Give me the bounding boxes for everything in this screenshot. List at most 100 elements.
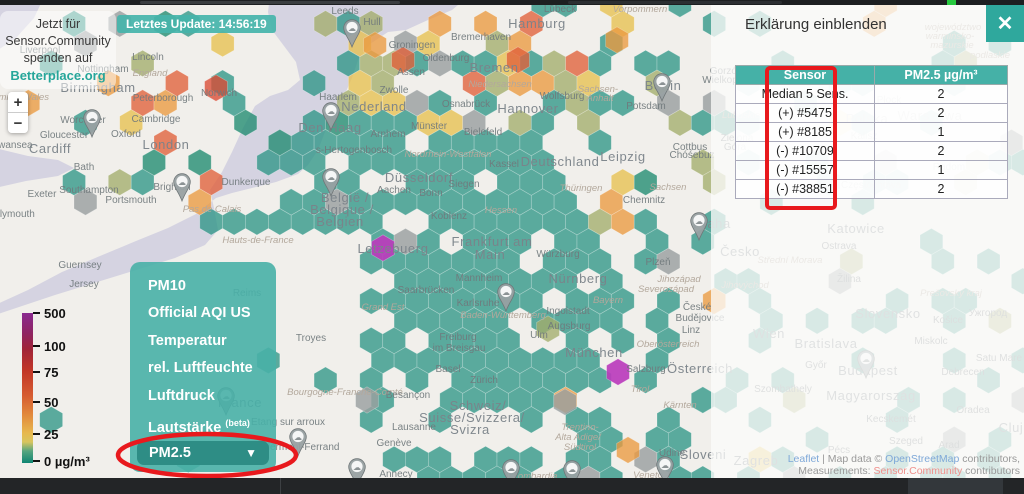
hex-cell[interactable]: [391, 46, 415, 74]
top-bar-segment: [140, 1, 400, 4]
hex-cell[interactable]: [39, 406, 63, 434]
map-label: Sachsen-: [578, 84, 618, 95]
hex-cell[interactable]: [130, 49, 155, 78]
map-label: Swansea: [0, 140, 33, 151]
sensor-marker[interactable]: ☁: [502, 459, 520, 489]
explanation-toggle[interactable]: Erklärung einblenden: [745, 16, 887, 33]
hex-cell[interactable]: [610, 89, 635, 117]
map-label: Troyes: [296, 333, 326, 344]
map-label: Lausanne: [392, 422, 436, 433]
leaflet-link[interactable]: Leaflet: [787, 453, 820, 465]
hex-cell[interactable]: [302, 69, 326, 97]
menu-item-luftfeuchte[interactable]: rel. Luftfeuchte: [148, 360, 253, 377]
hex-cell[interactable]: [313, 366, 338, 394]
sensor-marker[interactable]: ☁: [690, 212, 708, 242]
zoom-control: + −: [8, 92, 28, 133]
sensor-marker[interactable]: ☁: [653, 73, 671, 103]
hex-cell[interactable]: [536, 315, 560, 343]
attribution-line2: Measurements: Sensor.Community contribut…: [788, 464, 1020, 478]
sensor-table: Sensor PM2.5 µg/m³ Median 5 Sens. 2 (+) #…: [735, 65, 1008, 199]
map-label: Portsmouth: [105, 195, 156, 206]
sensor-marker[interactable]: ☁: [343, 19, 361, 49]
cloud-icon: ☁: [695, 217, 703, 226]
hex-cell[interactable]: [371, 234, 395, 262]
donation-note: Jetzt für Sensor.Community spenden auf B…: [0, 11, 116, 89]
sensor-marker[interactable]: ☁: [348, 458, 366, 488]
marker-badge: [693, 214, 705, 227]
map-label: Leipzig: [600, 149, 645, 164]
betterplace-link[interactable]: Betterplace.org: [10, 68, 106, 83]
menu-item-pm10[interactable]: PM10: [148, 278, 186, 294]
hex-cell[interactable]: [363, 31, 387, 59]
map-label: Lübeck: [544, 4, 577, 15]
sensor-marker[interactable]: ☁: [83, 109, 101, 139]
map-label: Basel: [435, 364, 460, 375]
hex-cell[interactable]: [610, 326, 635, 355]
menu-item-lautstaerke[interactable]: Lautstärke (beta): [130, 410, 276, 439]
menu-item-luftdruck[interactable]: Luftdruck: [148, 387, 215, 404]
hex-cell[interactable]: [355, 386, 379, 414]
sensor-marker[interactable]: ☁: [322, 102, 340, 132]
hex-cell[interactable]: [633, 168, 658, 196]
map-label: Exeter: [28, 189, 58, 200]
sensor-marker[interactable]: ☁: [656, 456, 674, 486]
cloud-icon: ☁: [327, 107, 335, 116]
tick-label: 50: [44, 394, 59, 410]
value-cell: 2: [874, 103, 1008, 123]
hex-cell[interactable]: [605, 26, 629, 54]
map-label: Bremerhaven: [451, 32, 511, 43]
map-label: Nürnberg: [549, 271, 608, 286]
hex-cell[interactable]: [245, 208, 269, 236]
zoom-out-button[interactable]: −: [8, 113, 28, 133]
sensor-marker[interactable]: ☁: [173, 173, 191, 203]
hex-cell[interactable]: [616, 436, 640, 464]
sensor-marker[interactable]: ☁: [563, 460, 581, 490]
menu-item-aqi-us[interactable]: Official AQI US: [148, 305, 251, 322]
donation-line3: spenden auf: [23, 51, 93, 65]
cloud-icon: ☁: [568, 465, 576, 474]
map-label: Bath: [74, 162, 95, 173]
map-label: Zwolle: [380, 85, 409, 96]
map-label: Baden-Württemberg: [460, 310, 546, 321]
cloud-icon: ☁: [294, 433, 302, 442]
hex-cell[interactable]: [519, 406, 544, 434]
marker-badge: [566, 462, 578, 475]
sensor-community-link[interactable]: Sensor.Community: [873, 464, 963, 477]
hex-cell[interactable]: [506, 46, 530, 74]
map-label: Chemnitz: [623, 195, 665, 206]
table-row: (-) #38851 2: [735, 179, 1008, 199]
hex-cell[interactable]: [130, 168, 155, 196]
selected-layer-dropdown[interactable]: PM2.5 ▼: [137, 441, 269, 466]
zoom-in-button[interactable]: +: [8, 92, 28, 113]
hex-cell[interactable]: [73, 188, 98, 216]
hex-cell[interactable]: [204, 74, 228, 102]
beta-suffix: (beta): [225, 418, 250, 429]
hex-cell[interactable]: [119, 109, 143, 137]
hex-cell[interactable]: [633, 366, 658, 394]
menu-item-temperatur[interactable]: Temperatur: [148, 332, 227, 349]
attr-osm-suffix: contributors,: [959, 453, 1020, 465]
hex-cell[interactable]: [210, 29, 235, 58]
close-button[interactable]: ✕: [986, 5, 1024, 42]
hex-cell[interactable]: [428, 406, 452, 434]
map-label: Hamburg: [508, 16, 566, 31]
map-label: Guernsey: [58, 260, 101, 271]
donation-line2: Sensor.Community: [5, 34, 111, 48]
marker-badge: [176, 175, 188, 188]
hex-cell[interactable]: [405, 366, 429, 394]
map-label: Aachen: [377, 185, 411, 196]
hex-cell[interactable]: [153, 89, 178, 117]
hex-cell[interactable]: [656, 247, 681, 276]
cloud-icon: ☁: [658, 78, 666, 87]
sensor-marker[interactable]: ☁: [322, 168, 340, 198]
osm-link[interactable]: OpenStreetMap: [885, 453, 960, 465]
sensor-marker[interactable]: ☁: [497, 283, 515, 313]
hex-cell[interactable]: [233, 109, 258, 137]
hex-cell[interactable]: [553, 388, 577, 416]
hex-cell[interactable]: [588, 128, 612, 157]
hex-cell[interactable]: [606, 358, 630, 386]
map-label: Würzburg: [536, 249, 579, 260]
cloud-icon: ☁: [88, 114, 96, 123]
cloud-icon: ☁: [502, 288, 510, 297]
hex-cell[interactable]: [359, 406, 384, 434]
